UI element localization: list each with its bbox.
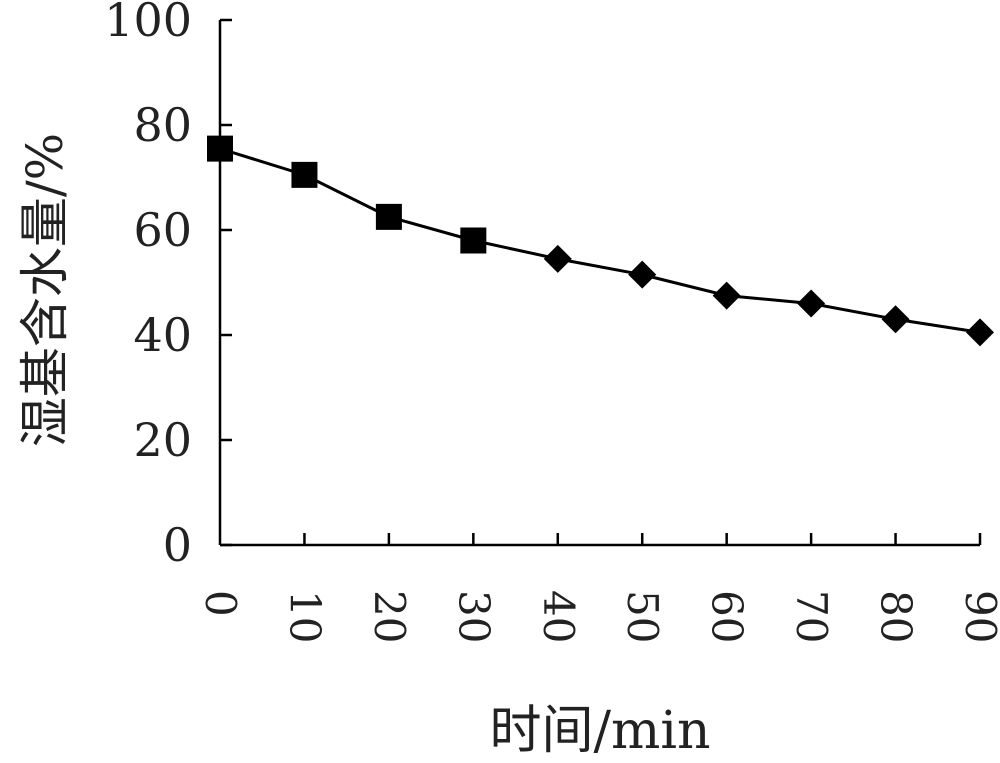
data-point	[207, 135, 233, 162]
x-tick-label: 60	[703, 590, 752, 643]
x-tick-label: 80	[872, 590, 921, 643]
x-tick-label: 0	[196, 590, 245, 617]
data-point	[712, 281, 741, 310]
data-point	[291, 161, 318, 188]
y-tick-label: 100	[104, 0, 192, 47]
axes	[218, 20, 980, 547]
y-tick-label: 60	[133, 203, 192, 257]
series-group	[207, 135, 994, 347]
y-tick-label: 0	[163, 518, 192, 572]
series-line	[219, 147, 981, 334]
x-axis-label: 时间/min	[490, 701, 711, 761]
y-axis-label: 湿基含水量/%	[16, 133, 74, 447]
x-tick-label: 50	[618, 590, 667, 643]
data-point	[797, 289, 826, 318]
data-point	[460, 227, 487, 254]
x-axis-ticks: 0 10 20 30 40 50 60 70 80 90	[196, 533, 1000, 643]
x-tick-label: 10	[280, 590, 329, 643]
y-tick-label: 40	[133, 308, 192, 362]
data-point	[543, 244, 572, 273]
x-tick-label: 30	[449, 590, 498, 643]
data-point	[628, 260, 657, 289]
x-tick-label: 20	[365, 590, 414, 643]
y-axis-ticks: 0 20 40 60 80 100	[104, 0, 232, 572]
y-tick-label: 20	[133, 413, 192, 467]
x-tick-label: 40	[534, 590, 583, 643]
data-point	[375, 203, 402, 230]
data-point	[881, 305, 910, 334]
y-tick-label: 80	[133, 98, 192, 152]
x-tick-label: 90	[956, 590, 1000, 643]
x-tick-label: 70	[787, 590, 836, 643]
data-point	[966, 318, 994, 347]
